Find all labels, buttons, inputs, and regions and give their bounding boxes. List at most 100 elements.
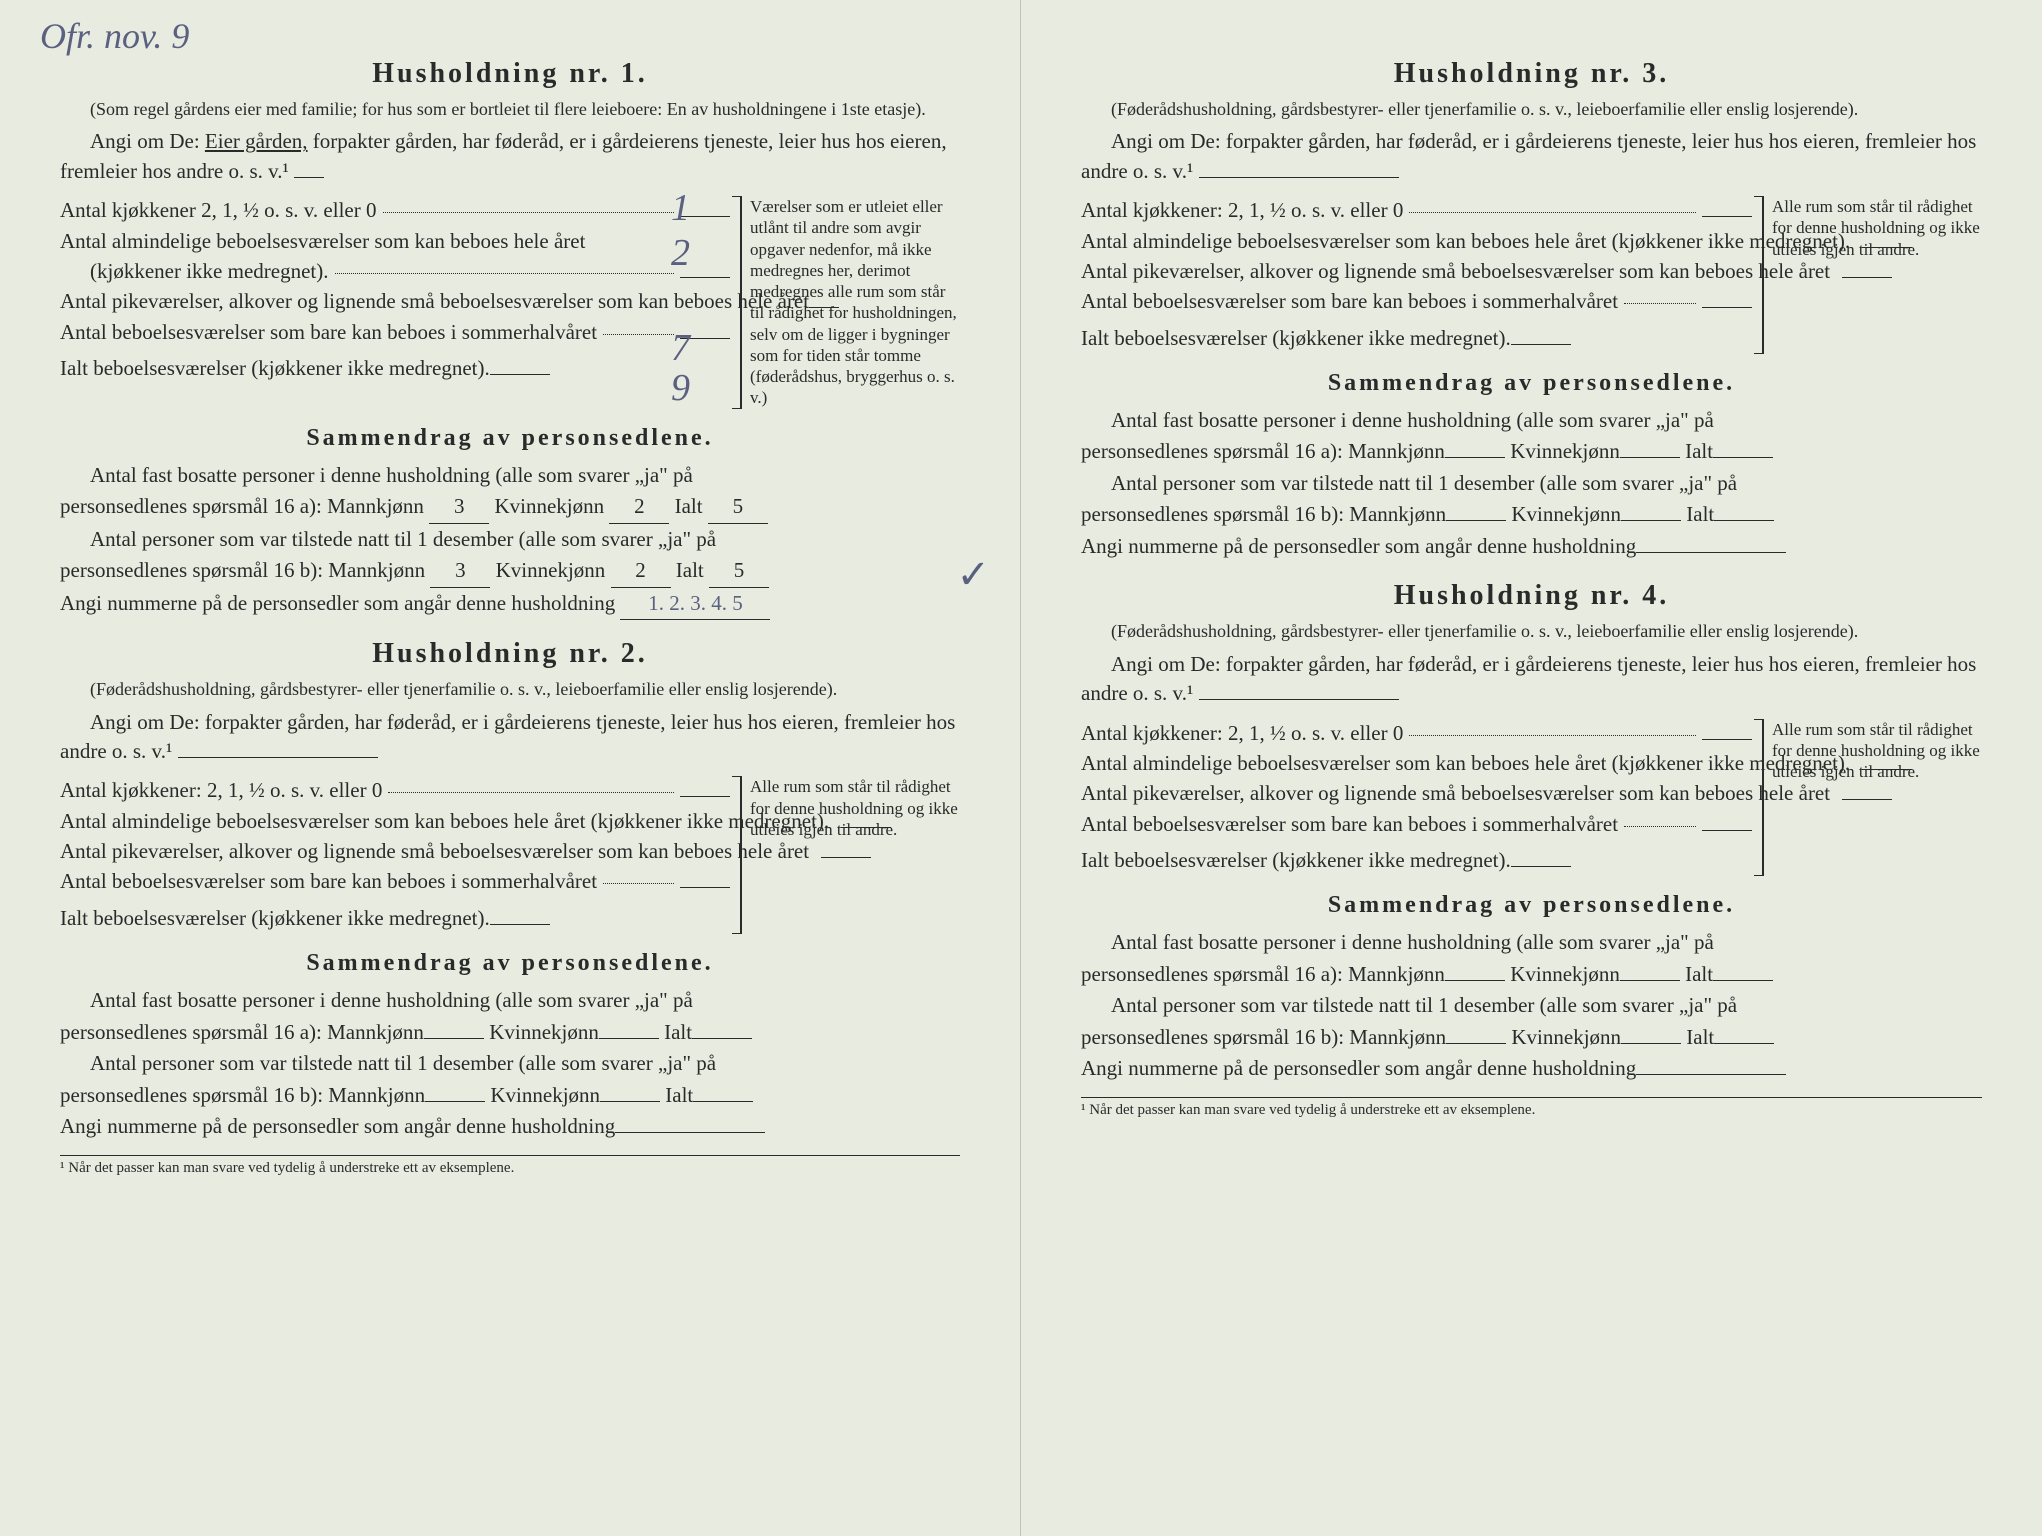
tilstede-label-4: personsedlenes spørsmål 16 b): Mannkjønn [1081, 1025, 1446, 1049]
footnote-left: ¹ Når det passer kan man svare ved tydel… [60, 1155, 960, 1177]
fast-line-4a: Antal fast bosatte personer i denne hush… [1081, 927, 1982, 959]
kvinne-label-4b: Kvinnekjønn [1511, 1025, 1621, 1049]
fast-line-3a: Antal fast bosatte personer i denne hush… [1081, 405, 1982, 437]
summer-label-4: Antal beboelsesværelser som bare kan beb… [1081, 810, 1618, 838]
rooms-val: 2 [671, 231, 690, 275]
fast-label-2: personsedlenes spørsmål 16 a): Mannkjønn [60, 1020, 424, 1044]
rooms-label: Antal almindelige beboelsesværelser som … [60, 227, 585, 255]
household-4: Husholdning nr. 4. (Føderådshusholdning,… [1081, 580, 1982, 1084]
angi-prefix-3: Angi om De: [1111, 129, 1221, 153]
kitchen-val: 1 [671, 186, 690, 230]
rooms-label-2: Antal almindelige beboelsesværelser som … [60, 807, 829, 835]
ialt-label-4b: Ialt [1686, 1025, 1714, 1049]
side-note-3: Alle rum som står til rådighet for denne… [1762, 196, 1982, 354]
ialt-label-2: Ialt [664, 1020, 692, 1044]
household-3-angi: Angi om De: forpakter gården, har føderå… [1081, 127, 1982, 186]
footnote-right: ¹ Når det passer kan man svare ved tydel… [1081, 1097, 1982, 1119]
kvinne-label: Kvinnekjønn [494, 494, 604, 518]
angi-prefix-4: Angi om De: [1111, 652, 1221, 676]
household-1-subtitle: (Som regel gårdens eier med familie; for… [60, 98, 960, 121]
kitchen-label: Antal kjøkkener 2, 1, ½ o. s. v. eller 0 [60, 196, 377, 224]
side-note-1: Værelser som er utleiet eller utlånt til… [740, 196, 960, 409]
ialt-b: 5 [709, 555, 769, 588]
left-page: Ofr. nov. 9 Husholdning nr. 1. (Som rege… [0, 0, 1021, 1536]
household-2: Husholdning nr. 2. (Føderådshusholdning,… [60, 638, 960, 1142]
nummer-line-2: Angi nummerne på de personsedler som ang… [60, 1111, 960, 1143]
handwritten-annotation: Ofr. nov. 9 [40, 15, 189, 57]
household-1-title: Husholdning nr. 1. [60, 58, 960, 90]
tilstede-line-4a: Antal personer som var tilstede natt til… [1081, 990, 1982, 1022]
kitchen-label-3: Antal kjøkkener: 2, 1, ½ o. s. v. eller … [1081, 196, 1403, 224]
household-3-title: Husholdning nr. 3. [1081, 58, 1982, 90]
tilstede-label-3: personsedlenes spørsmål 16 b): Mannkjønn [1081, 502, 1446, 526]
maid-label-4: Antal pikeværelser, alkover og lignende … [1081, 779, 1830, 807]
household-3-form: Antal kjøkkener: 2, 1, ½ o. s. v. eller … [1081, 196, 1982, 354]
household-2-title: Husholdning nr. 2. [60, 638, 960, 670]
tilstede-line-1a: Antal personer som var tilstede natt til… [60, 524, 960, 556]
nummer-label-3: Angi nummerne på de personsedler som ang… [1081, 534, 1636, 558]
maid-label: Antal pikeværelser, alkover og lignende … [60, 287, 809, 315]
household-4-angi: Angi om De: forpakter gården, har føderå… [1081, 650, 1982, 709]
summary-title-2: Sammendrag av personsedlene. [60, 950, 960, 977]
total-label: Ialt beboelsesværelser (kjøkkener ikke m… [60, 354, 490, 382]
fast-line-3b: personsedlenes spørsmål 16 a): Mannkjønn… [1081, 436, 1982, 468]
household-4-form: Antal kjøkkener: 2, 1, ½ o. s. v. eller … [1081, 719, 1982, 877]
household-2-subtitle: (Føderådshusholdning, gårdsbestyrer- ell… [60, 678, 960, 701]
mann-b: 3 [430, 555, 490, 588]
side-note-2: Alle rum som står til rådighet for denne… [740, 776, 960, 934]
tilstede-label-2: personsedlenes spørsmål 16 b): Mannkjønn [60, 1083, 425, 1107]
ialt-label-b: Ialt [676, 558, 704, 582]
maid-label-3: Antal pikeværelser, alkover og lignende … [1081, 257, 1830, 285]
ialt-label: Ialt [675, 494, 703, 518]
kvinne-label-2: Kvinnekjønn [489, 1020, 599, 1044]
kvinne-b: 2 [611, 555, 671, 588]
kitchen-label-2: Antal kjøkkener: 2, 1, ½ o. s. v. eller … [60, 776, 382, 804]
fast-line-2b: personsedlenes spørsmål 16 a): Mannkjønn… [60, 1017, 960, 1049]
side-note-4: Alle rum som står til rådighet for denne… [1762, 719, 1982, 877]
fast-line-1b: personsedlenes spørsmål 16 a): Mannkjønn… [60, 491, 960, 524]
ialt-label-3b: Ialt [1686, 502, 1714, 526]
kvinne-label-4: Kvinnekjønn [1510, 962, 1620, 986]
nummer-label-4: Angi nummerne på de personsedler som ang… [1081, 1056, 1636, 1080]
summary-title-1: Sammendrag av personsedlene. [60, 425, 960, 452]
household-3: Husholdning nr. 3. (Føderådshusholdning,… [1081, 58, 1982, 562]
fast-label-3: personsedlenes spørsmål 16 a): Mannkjønn [1081, 439, 1445, 463]
kvinne-label-2b: Kvinnekjønn [490, 1083, 600, 1107]
rooms-note: (kjøkkener ikke medregnet). [90, 257, 329, 285]
nummer-val: 1. 2. 3. 4. 5 [620, 588, 770, 621]
angi-prefix: Angi om De: [90, 129, 200, 153]
summer-label-2: Antal beboelsesværelser som bare kan beb… [60, 867, 597, 895]
maid-label-2: Antal pikeværelser, alkover og lignende … [60, 837, 809, 865]
total-label-4: Ialt beboelsesværelser (kjøkkener ikke m… [1081, 846, 1511, 874]
fast-line-2a: Antal fast bosatte personer i denne hush… [60, 985, 960, 1017]
household-1: Husholdning nr. 1. (Som regel gårdens ei… [60, 58, 960, 620]
right-page: Husholdning nr. 3. (Føderådshusholdning,… [1021, 0, 2042, 1536]
household-1-form: Antal kjøkkener 2, 1, ½ o. s. v. eller 0… [60, 196, 960, 409]
tilstede-line-4b: personsedlenes spørsmål 16 b): Mannkjønn… [1081, 1022, 1982, 1054]
nummer-label-2: Angi nummerne på de personsedler som ang… [60, 1114, 615, 1138]
nummer-line-1: Angi nummerne på de personsedler som ang… [60, 588, 960, 621]
household-2-form: Antal kjøkkener: 2, 1, ½ o. s. v. eller … [60, 776, 960, 934]
kvinne-a: 2 [609, 491, 669, 524]
kitchen-label-4: Antal kjøkkener: 2, 1, ½ o. s. v. eller … [1081, 719, 1403, 747]
total-label-3: Ialt beboelsesværelser (kjøkkener ikke m… [1081, 324, 1511, 352]
mann-a: 3 [429, 491, 489, 524]
checkmark-icon: ✓ [956, 545, 990, 605]
summer-label: Antal beboelsesværelser som bare kan beb… [60, 318, 597, 346]
summary-title-4: Sammendrag av personsedlene. [1081, 892, 1982, 919]
total-label-2: Ialt beboelsesværelser (kjøkkener ikke m… [60, 904, 490, 932]
tilstede-line-3a: Antal personer som var tilstede natt til… [1081, 468, 1982, 500]
tilstede-line-3b: personsedlenes spørsmål 16 b): Mannkjønn… [1081, 499, 1982, 531]
kvinne-label-3: Kvinnekjønn [1510, 439, 1620, 463]
fast-label-4: personsedlenes spørsmål 16 a): Mannkjønn [1081, 962, 1445, 986]
angi-prefix-2: Angi om De: [90, 710, 200, 734]
total-val: 9 [671, 366, 690, 410]
nummer-line-3: Angi nummerne på de personsedler som ang… [1081, 531, 1982, 563]
household-1-angi: Angi om De: Eier gården, forpakter gårde… [60, 127, 960, 186]
tilstede-line-1b: personsedlenes spørsmål 16 b): Mannkjønn… [60, 555, 960, 588]
angi-underlined: Eier gården, [205, 129, 308, 153]
household-2-angi: Angi om De: forpakter gården, har føderå… [60, 708, 960, 767]
summer-val: 7 [671, 326, 690, 370]
tilstede-line-2a: Antal personer som var tilstede natt til… [60, 1048, 960, 1080]
ialt-label-3: Ialt [1685, 439, 1713, 463]
